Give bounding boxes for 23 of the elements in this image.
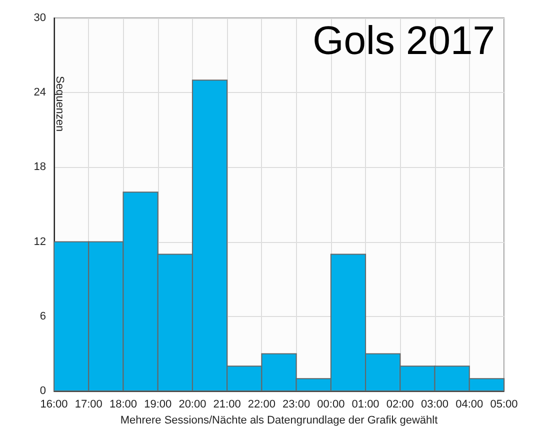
- x-tick-label: 16:00: [40, 398, 68, 410]
- x-tick-label: 03:00: [421, 398, 449, 410]
- x-tick-label: 20:00: [178, 398, 206, 410]
- y-tick-label: 6: [40, 310, 46, 322]
- x-axis-title: Mehrere Sessions/Nächte als Datengrundlage der Grafik gewählt: [120, 414, 438, 426]
- x-tick-label: 17:00: [74, 398, 102, 410]
- y-tick-label: 12: [34, 236, 46, 248]
- x-tick-label: 04:00: [456, 398, 484, 410]
- x-tick-label: 18:00: [109, 398, 137, 410]
- x-tick-label: 19:00: [144, 398, 172, 410]
- chart-title: Gols 2017: [312, 19, 495, 63]
- y-tick-label: 30: [34, 12, 46, 24]
- y-tick-label: 18: [34, 161, 46, 174]
- y-axis-title: Sequenzen: [54, 76, 66, 132]
- x-tick-label: 00:00: [317, 398, 345, 410]
- y-tick-label: 0: [40, 385, 46, 397]
- x-tick-label: 05:00: [490, 398, 518, 410]
- x-tick-label: 22:00: [248, 398, 276, 410]
- x-tick-label: 02:00: [386, 398, 414, 410]
- x-tick-label: 01:00: [352, 398, 380, 410]
- x-tick-label: 21:00: [213, 398, 241, 410]
- y-tick-label: 24: [34, 86, 46, 99]
- x-tick-label: 23:00: [282, 398, 310, 410]
